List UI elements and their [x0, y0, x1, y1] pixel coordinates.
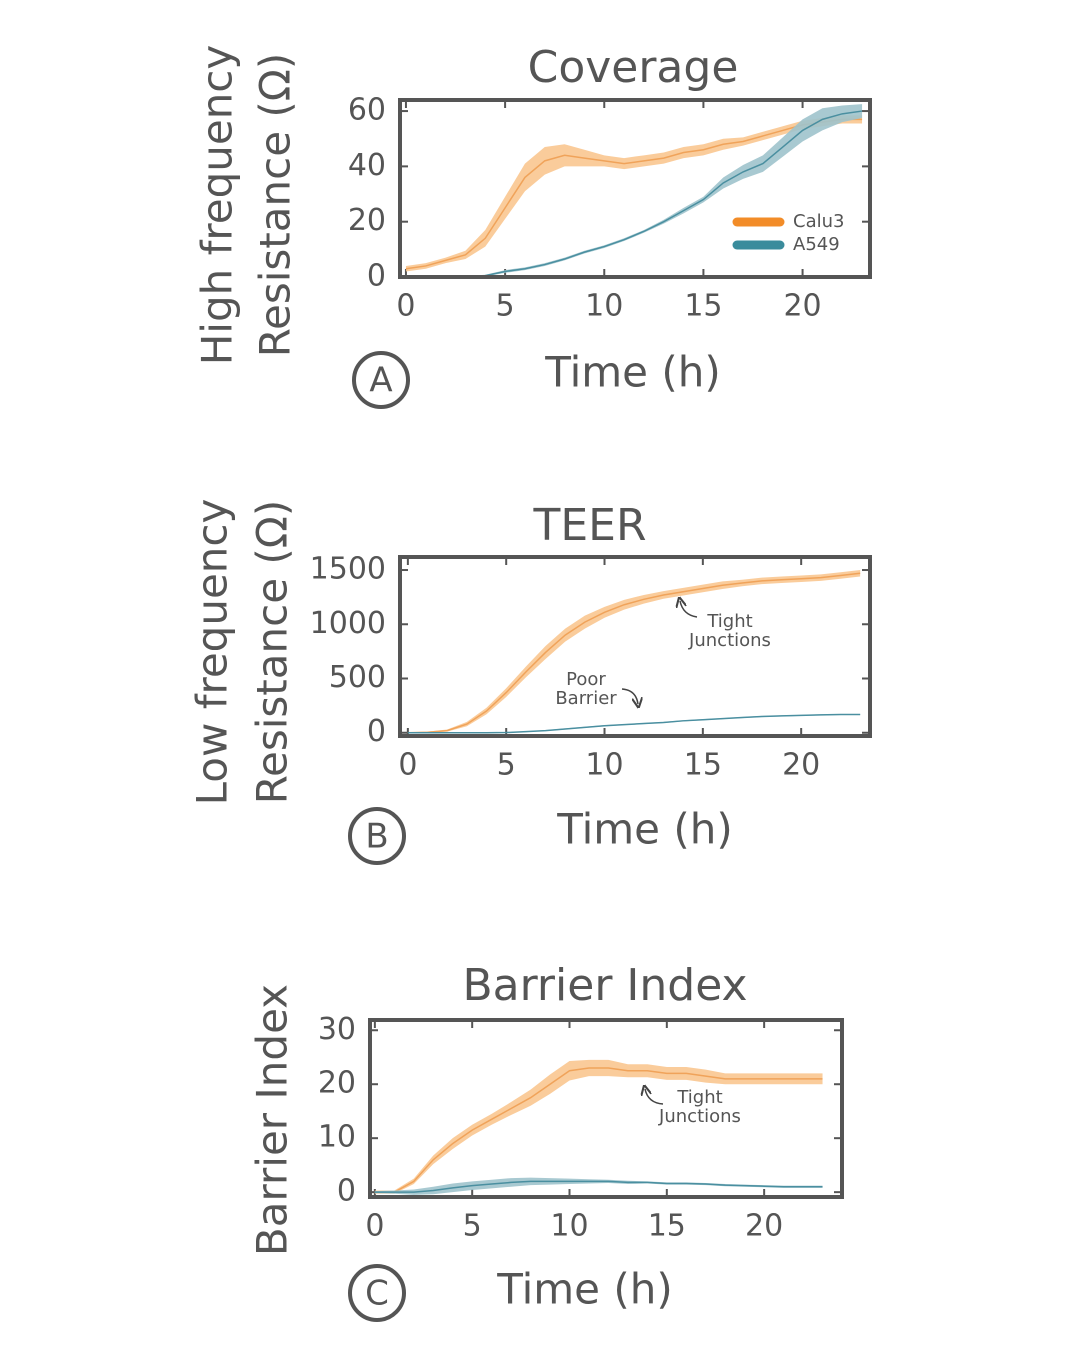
legend-label: Calu3 [793, 211, 844, 232]
y-tick-label: 60 [348, 93, 386, 128]
annotation-arrow [645, 1089, 664, 1105]
y-tick-label: 30 [318, 1012, 356, 1047]
error-band [405, 104, 863, 278]
x-tick-label: 15 [648, 1209, 686, 1244]
panel-label: B [365, 817, 388, 857]
error-band [374, 1177, 823, 1195]
series-line [405, 118, 863, 270]
series-line [407, 713, 861, 734]
x-axis-label: Time (h) [556, 805, 733, 854]
x-tick-label: 5 [463, 1209, 482, 1244]
series-line [407, 572, 861, 734]
x-tick-label: 10 [585, 748, 623, 783]
x-axis-label: Time (h) [544, 348, 721, 397]
y-tick-label: 1500 [310, 552, 386, 587]
annotation-arrow [621, 688, 638, 704]
y-tick-label: 0 [337, 1174, 356, 1209]
x-tick-label: 20 [783, 289, 821, 324]
y-axis-label: Resistance (Ω) [251, 53, 300, 358]
y-tick-label: 20 [318, 1066, 356, 1101]
annotation: Junctions [658, 1106, 741, 1127]
plot-frame [368, 1018, 844, 1199]
x-tick-label: 20 [782, 748, 820, 783]
panel-label: C [365, 1274, 389, 1314]
annotation-arrow [680, 601, 698, 618]
error-band [407, 570, 861, 734]
x-tick-label: 5 [497, 748, 516, 783]
y-axis-label: Barrier Index [248, 984, 297, 1256]
annotation: Junctions [688, 630, 771, 651]
x-tick-label: 15 [684, 748, 722, 783]
panel-label: A [369, 361, 392, 401]
annotation: Tight [706, 611, 752, 632]
panel-circle [348, 1264, 406, 1322]
chart-title: TEER [532, 500, 646, 551]
legend-label: A549 [793, 234, 840, 255]
annotation: Tight [676, 1087, 722, 1108]
y-axis-label: High frequency [193, 45, 242, 366]
x-tick-label: 0 [398, 748, 417, 783]
x-tick-label: 20 [745, 1209, 783, 1244]
panel-circle [348, 807, 406, 865]
x-tick-label: 0 [396, 289, 415, 324]
y-axis-label: Resistance (Ω) [248, 500, 297, 805]
y-tick-label: 10 [318, 1120, 356, 1155]
y-tick-label: 1000 [310, 606, 386, 641]
chart-title: Barrier Index [462, 960, 747, 1011]
y-tick-label: 40 [348, 148, 386, 183]
y-tick-label: 0 [367, 259, 386, 294]
panel-circle [352, 351, 410, 409]
x-tick-label: 10 [550, 1209, 588, 1244]
annotation: Poor [566, 669, 606, 690]
y-tick-label: 0 [367, 714, 386, 749]
error-band [374, 1059, 823, 1194]
y-tick-label: 500 [329, 660, 386, 695]
x-axis-label: Time (h) [496, 1265, 673, 1314]
y-tick-label: 20 [348, 203, 386, 238]
x-tick-label: 15 [684, 289, 722, 324]
x-tick-label: 0 [365, 1209, 384, 1244]
series-line [374, 1067, 823, 1193]
error-band [405, 115, 863, 272]
y-axis-label: Low frequency [188, 499, 237, 806]
x-tick-label: 10 [585, 289, 623, 324]
annotation: Barrier [555, 688, 617, 709]
series-line [374, 1180, 823, 1193]
plot-frame [398, 555, 872, 738]
x-tick-label: 5 [496, 289, 515, 324]
chart-title: Coverage [528, 42, 739, 93]
plot-frame [398, 98, 872, 279]
